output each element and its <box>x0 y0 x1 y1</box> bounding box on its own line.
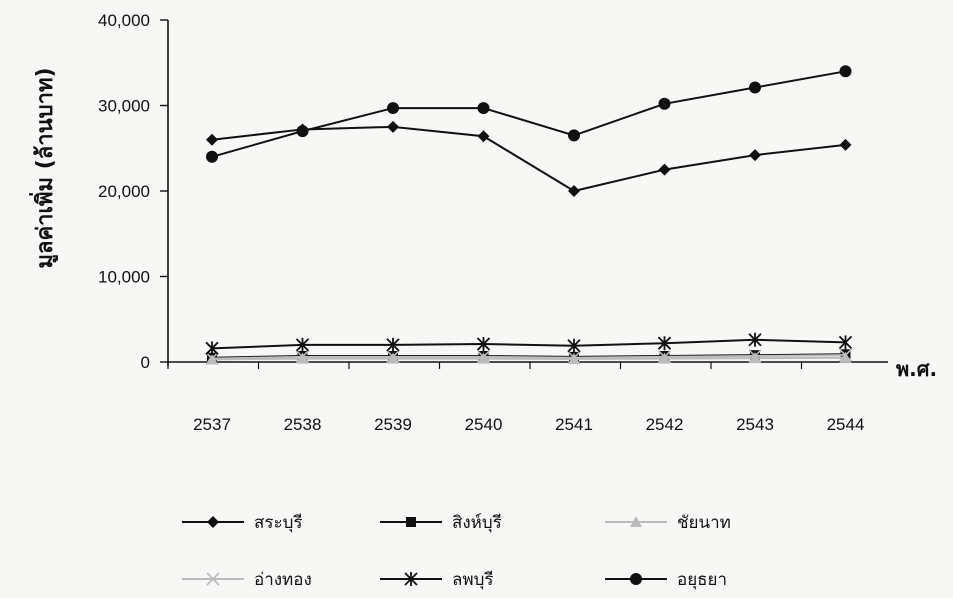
data-point-series-5 <box>748 332 762 347</box>
x-tick-label: 2541 <box>555 415 593 434</box>
data-point-series-5 <box>205 341 219 356</box>
data-point-series-1 <box>749 149 761 162</box>
data-point-series-4 <box>386 350 400 364</box>
data-point-series-1 <box>568 185 580 197</box>
legend-marker-1 <box>207 516 219 528</box>
data-point-series-4 <box>748 349 762 363</box>
data-point-series-6 <box>206 150 218 163</box>
data-point-series-5 <box>657 336 672 351</box>
data-point-series-5 <box>295 337 310 352</box>
x-tick-label: 2544 <box>827 415 865 434</box>
data-point-series-6 <box>839 65 852 78</box>
legend-label-3: ชัยนาท <box>677 513 731 533</box>
x-tick-label: 2543 <box>736 415 774 434</box>
data-point-series-4 <box>205 352 219 366</box>
series-line-6 <box>211 70 846 158</box>
data-point-series-3 <box>749 352 761 364</box>
legend-marker-5 <box>404 572 418 586</box>
x-tick-label: 2537 <box>193 415 231 434</box>
data-point-series-5 <box>476 337 491 352</box>
legend-marker-4 <box>206 572 220 586</box>
legend-label-2: สิงห์บุรี <box>452 513 502 533</box>
data-point-series-6 <box>568 129 580 142</box>
data-point-series-4 <box>476 350 491 364</box>
legend-marker-2 <box>406 517 416 527</box>
y-axis-title: มูลค่าเพิ่ม (ล้านบาท) <box>28 67 59 268</box>
y-tick-label: 40,000 <box>98 11 150 30</box>
legend-label-4: อ่างทอง <box>254 570 312 590</box>
data-point-series-4 <box>838 348 853 362</box>
x-axis-unit-label: พ.ศ. <box>896 357 937 381</box>
data-point-series-4 <box>657 350 672 364</box>
data-point-series-6 <box>387 102 399 115</box>
y-tick-label: 20,000 <box>98 182 150 201</box>
series-line-1 <box>211 125 846 193</box>
x-tick-label: 2542 <box>646 415 684 434</box>
legend-label-5: ลพบุรี <box>452 570 494 590</box>
series-line-3 <box>211 356 846 361</box>
legend-label-6: อยุธยา <box>677 570 727 590</box>
series-line-5 <box>211 338 846 350</box>
data-point-series-5 <box>567 338 581 353</box>
legend-label-1: สระบุรี <box>254 513 303 533</box>
data-point-series-4 <box>295 350 310 364</box>
data-point-series-1 <box>477 130 490 143</box>
x-tick-label: 2540 <box>465 415 503 434</box>
y-tick-label: 30,000 <box>98 97 150 116</box>
data-point-series-1 <box>206 133 218 146</box>
y-tick-label: 10,000 <box>98 268 150 287</box>
x-tick-label: 2538 <box>284 415 322 434</box>
legend-marker-6 <box>630 573 642 585</box>
series-line-4 <box>211 354 846 360</box>
data-point-series-1 <box>658 163 671 176</box>
y-tick-label: 0 <box>141 353 150 372</box>
data-point-series-4 <box>567 351 581 365</box>
data-point-series-1 <box>839 138 852 151</box>
data-point-series-6 <box>296 125 309 138</box>
data-point-series-6 <box>658 97 671 110</box>
data-point-series-5 <box>838 335 853 350</box>
data-point-series-1 <box>387 120 399 133</box>
x-tick-label: 2539 <box>374 415 412 434</box>
legend-marker-3 <box>630 516 642 527</box>
data-point-series-6 <box>477 102 490 115</box>
data-point-series-6 <box>749 81 761 94</box>
data-point-series-3 <box>839 351 852 363</box>
data-point-series-5 <box>386 337 400 352</box>
